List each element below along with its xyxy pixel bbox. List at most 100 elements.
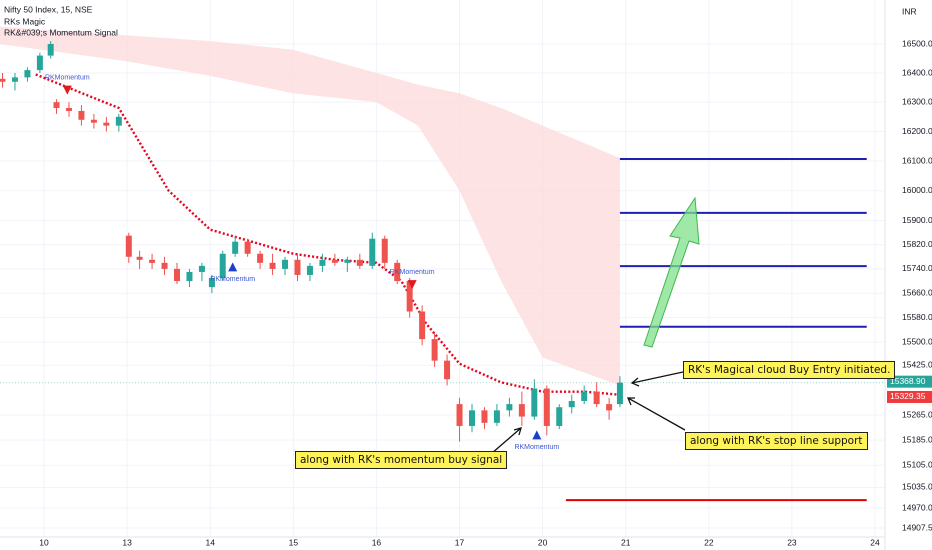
candle-body (103, 122, 110, 126)
y-tick-label: 16100.00 (902, 155, 932, 165)
y-tick-label: 15035.00 (902, 482, 932, 492)
y-tick-label: 15500.00 (902, 336, 932, 346)
x-tick-label: 21 (621, 537, 631, 547)
candle-body (456, 404, 463, 426)
candle-body (36, 55, 43, 71)
candle-body (568, 400, 575, 408)
candle-body (125, 235, 132, 257)
signal-label: RKMomentum (390, 269, 435, 276)
signal-marker (532, 430, 542, 440)
candle-body (444, 360, 451, 380)
pointer-arrow (627, 397, 686, 431)
candle-body (394, 262, 401, 282)
y-tick-label: 16400.00 (902, 67, 932, 77)
candle-body (90, 119, 97, 123)
candle-body (282, 259, 289, 269)
candle-body (53, 102, 60, 109)
y-tick-label: 14907.50 (902, 522, 932, 532)
annotation: along with RK's stop line support (685, 432, 868, 450)
signal-marker (62, 85, 72, 95)
signal-marker (407, 280, 417, 290)
x-tick-label: 14 (206, 537, 216, 547)
stop-line (35, 73, 621, 396)
chart-title: Nifty 50 Index, 15, NSE (4, 4, 93, 14)
candle-body (78, 110, 85, 120)
candle-body (161, 262, 168, 269)
target-arrow (643, 196, 700, 348)
candle-body (581, 391, 588, 401)
candle-body (381, 238, 388, 263)
grid (0, 0, 885, 537)
candle-body (356, 259, 363, 266)
x-tick-label: 15 (289, 537, 299, 547)
candle-body (294, 259, 301, 275)
x-tick-label: 20 (538, 537, 548, 547)
candle-body (506, 404, 513, 411)
candle-body (47, 44, 54, 56)
y-tick-label: 16000.00 (902, 185, 932, 195)
candle-body (344, 259, 351, 263)
candle-body (257, 253, 264, 263)
x-tick-label: 10 (39, 537, 49, 547)
candle-body (244, 241, 251, 254)
y-tick-label: 15900.00 (902, 215, 932, 225)
annotation: along with RK's momentum buy signal (295, 451, 508, 469)
price-label-box (887, 390, 932, 403)
candle-body (469, 410, 475, 426)
annotation: RK's Magical cloud Buy Entry initiated. (683, 361, 896, 379)
candle-body (606, 404, 613, 411)
candle-body (11, 77, 18, 82)
candle-body (518, 404, 525, 417)
y-tick-label: 15425.00 (902, 360, 932, 370)
price-label-box (887, 375, 932, 388)
candle-body (369, 238, 376, 266)
x-tick-label: 13 (122, 537, 132, 547)
candle-body (419, 311, 426, 340)
candle-body (556, 407, 563, 426)
y-tick-label: 16200.00 (902, 126, 932, 136)
candle-body (531, 388, 538, 417)
candle-body (198, 265, 205, 272)
candle-body (269, 262, 276, 269)
candle-body (219, 253, 226, 278)
candle-body (65, 108, 72, 111)
y-tick-label: 15265.00 (902, 409, 932, 419)
signal-label: RKMomentum (210, 276, 255, 283)
candle-body (232, 241, 239, 254)
price-label: 15368.90 (890, 376, 926, 386)
pointer-arrow (630, 371, 684, 387)
candle-body (481, 410, 488, 423)
signal-label: RKMomentum (514, 444, 559, 451)
candle-body (616, 382, 623, 405)
price-label: 15329.35 (890, 391, 926, 401)
candle-body (208, 277, 215, 288)
candle-body (593, 391, 600, 405)
candle-body (149, 259, 156, 263)
cloud-layer (0, 26, 620, 386)
y-tick-label: 15185.00 (902, 434, 932, 444)
candle-body (136, 256, 143, 260)
signal-marker (228, 262, 238, 272)
candle-body (331, 259, 338, 263)
x-tick-label: 24 (870, 537, 880, 547)
candle-body (543, 388, 550, 426)
candle-body (174, 268, 180, 282)
y-tick-label: 15580.00 (902, 312, 932, 322)
y-tick-label: 16300.00 (902, 96, 932, 106)
plot-layer: RKMomentum RKMomentum RKMomentum RKMomentum (0, 41, 867, 502)
cloud-area (0, 26, 620, 386)
indicator-name: RK&#039;s Momentum Signal (4, 27, 118, 37)
candle-body (319, 259, 326, 266)
pointer-arrows (483, 371, 686, 461)
x-tick-label: 22 (704, 537, 714, 547)
y-tick-label: 14970.00 (902, 502, 932, 512)
currency: INR (902, 6, 917, 16)
candle-body (24, 70, 31, 78)
candle-body (115, 116, 122, 126)
x-tick-label: 16 (372, 537, 382, 547)
candle-body (406, 281, 413, 312)
candle-body (306, 265, 313, 275)
candle-body (431, 339, 438, 361)
